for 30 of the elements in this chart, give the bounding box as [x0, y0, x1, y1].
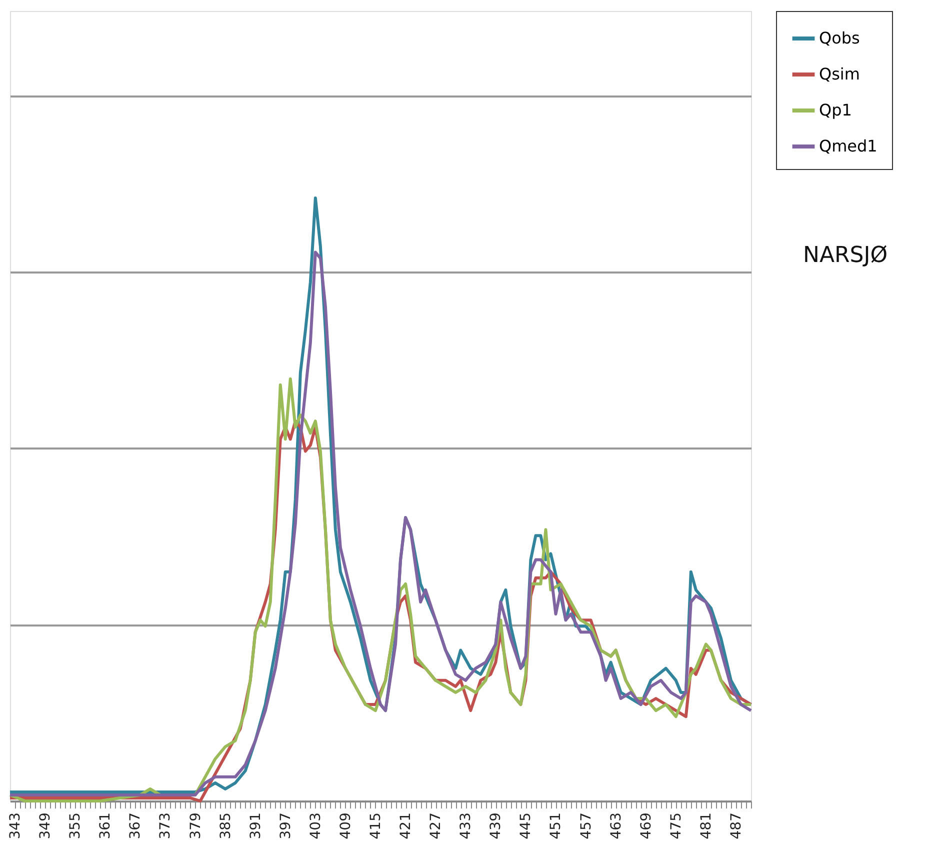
- legend-label: Qsim: [819, 64, 860, 84]
- x-tick-label: 391: [248, 812, 264, 840]
- x-tick-label: 445: [518, 812, 534, 840]
- x-tick-label: 409: [338, 812, 354, 840]
- x-tick-label: 355: [68, 812, 84, 840]
- x-tick-label: 421: [398, 812, 414, 840]
- x-tick-label: 481: [698, 812, 714, 840]
- x-tick-label: 433: [458, 812, 474, 840]
- x-tick-label: 397: [278, 812, 294, 840]
- text: NARSJØ: [803, 243, 888, 268]
- x-tick-label: 475: [668, 812, 684, 840]
- legend-label: Qp1: [819, 100, 852, 120]
- x-tick-label: 343: [8, 812, 24, 840]
- x-tick-label: 361: [98, 812, 114, 840]
- x-tick-label: 457: [578, 812, 594, 840]
- x-tick-label: 427: [428, 812, 444, 840]
- x-tick-label: 469: [638, 812, 654, 840]
- x-tick-label: 463: [608, 812, 624, 840]
- x-tick-label: 379: [188, 812, 204, 840]
- x-tick-label: 403: [308, 812, 324, 840]
- x-tick-label: 487: [728, 812, 744, 840]
- x-tick-label: 367: [128, 812, 144, 840]
- x-tick-label: 451: [548, 812, 564, 840]
- x-tick-label: 415: [368, 812, 384, 840]
- x-tick-label: 373: [158, 812, 174, 840]
- legend-label: Qmed1: [819, 136, 878, 156]
- x-tick-label: 439: [488, 812, 504, 840]
- legend-label: Qobs: [819, 28, 860, 48]
- x-tick-label: 385: [218, 812, 234, 840]
- x-tick-label: 349: [38, 812, 54, 840]
